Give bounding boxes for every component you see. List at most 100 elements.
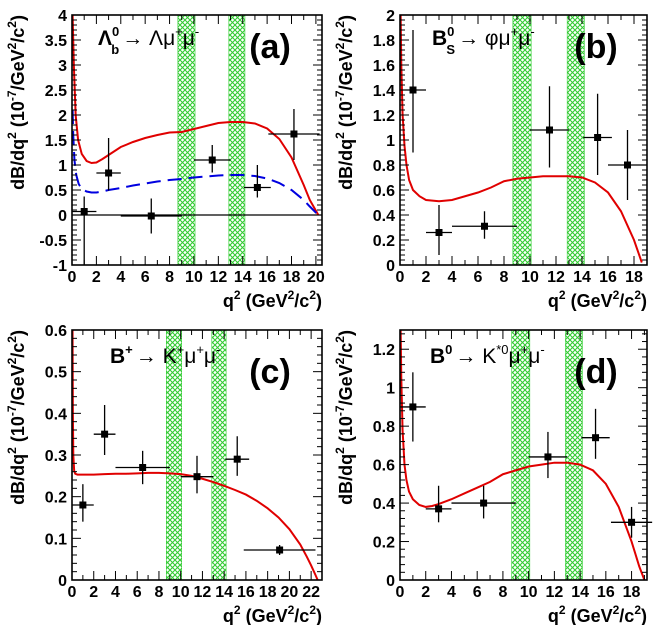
x-tick-label: 14 (215, 584, 233, 601)
label-part: 2 (333, 447, 347, 454)
data-point (243, 165, 271, 198)
y-tick-label: 2 (58, 108, 67, 125)
label-part: (GeV (566, 606, 613, 625)
x-axis-title: q2 (GeV2/c2) (223, 288, 322, 311)
prediction-curve (399, 329, 646, 581)
y-axis-title: dB/dq2 (10-7/GeV2/c2) (5, 15, 28, 190)
data-point (530, 86, 569, 168)
label-part: 2 (634, 288, 641, 302)
x-tick-label: 6 (133, 584, 142, 601)
label-part: B (432, 27, 447, 50)
label-part: (10 (336, 416, 356, 447)
y-tick-label: 0.8 (373, 419, 395, 436)
point-marker (139, 464, 147, 471)
x-tick-label: 16 (237, 584, 255, 601)
x-tick-label: 12 (545, 584, 563, 601)
y-tick-label: 1 (386, 133, 395, 150)
label-part: S (446, 42, 455, 57)
point-marker (624, 161, 631, 169)
x-tick-label: 16 (599, 269, 617, 286)
y-tick-label: -0.5 (39, 233, 67, 250)
y-tick-label: 0.2 (45, 490, 67, 507)
label-part: (10 (336, 101, 356, 132)
point-marker (594, 134, 602, 141)
label-part: B (110, 345, 125, 368)
y-tick-label: 0.3 (45, 448, 67, 465)
data-point (72, 196, 97, 265)
x-tick-label: 10 (185, 269, 203, 286)
point-marker (409, 403, 417, 411)
x-tick-label: 0 (68, 584, 77, 601)
x-axis-title: q2 (GeV2/c2) (548, 603, 647, 625)
data-point (425, 485, 452, 523)
label-part: /GeV (8, 364, 28, 405)
y-axis-title: dB/dq2 (10-7/GeV2/c2) (333, 15, 356, 190)
point-marker (193, 473, 201, 481)
x-tick-label: 0 (396, 584, 405, 601)
label-part: -7 (333, 405, 347, 416)
x-tick-label: 6 (473, 584, 482, 601)
data-point (72, 484, 94, 522)
label-part: b (111, 42, 119, 57)
y-tick-label: 0 (58, 208, 67, 225)
data-point (115, 450, 170, 485)
point-marker (435, 505, 443, 513)
x-tick-label: 20 (280, 584, 298, 601)
x-tick-label: 2 (422, 269, 431, 286)
point-marker (628, 518, 636, 526)
data-point (243, 545, 316, 555)
label-part: ) (336, 330, 356, 336)
label-part: μ (184, 345, 196, 368)
x-tick-label: 16 (258, 269, 276, 286)
label-part: μ (528, 345, 540, 368)
label-part: 2 (333, 336, 347, 343)
data-point (581, 408, 610, 459)
label-part: 2 (613, 603, 620, 617)
label-part: 2 (234, 603, 241, 617)
data-point (268, 109, 320, 160)
panel-c: 0 2 4 6 8 10 12 14 16 18 20 2200.10.20.30.40.50.6(c… (5, 323, 323, 625)
x-tick-label: 0 (68, 269, 77, 286)
x-tick-label: 14 (571, 584, 589, 601)
prediction-curve (399, 14, 643, 263)
point-marker (544, 453, 552, 461)
label-part: /c (336, 343, 356, 358)
label-part: ) (336, 15, 356, 21)
x-tick-label: 4 (448, 269, 457, 286)
label-part: + (511, 24, 519, 39)
panel-a: 0 2 4 6 8 10 12 14 16 18 20-1-0.500.511.522.533.54… (5, 8, 325, 311)
point-marker (80, 208, 88, 215)
x-tick-label: 6 (141, 269, 150, 286)
point-marker (101, 430, 109, 438)
prediction-curve (71, 329, 319, 581)
process-label: B0 S → φμ+μ- (432, 24, 535, 57)
x-tick-label: 8 (498, 584, 507, 601)
point-marker (233, 455, 241, 463)
x-tick-label: 18 (283, 269, 301, 286)
label-part: ) (8, 15, 28, 21)
y-tick-label: 1.2 (373, 342, 395, 359)
label-part: 2 (559, 288, 566, 302)
data-point (400, 372, 426, 442)
label-part: (GeV (241, 606, 288, 625)
label-part: 2 (288, 288, 295, 302)
x-tick-label: 18 (625, 269, 643, 286)
label-part: (GeV (566, 291, 613, 311)
label-part: + (175, 24, 183, 39)
label-part: /c (8, 28, 28, 43)
label-part: ) (8, 330, 28, 336)
label-part: 2 (5, 21, 19, 28)
label-part: 2 (234, 288, 241, 302)
x-tick-label: 6 (474, 269, 483, 286)
label-part: 0 (445, 342, 452, 357)
y-tick-label: 0.4 (373, 496, 395, 513)
label-part: 2 (5, 336, 19, 343)
veto-band (228, 14, 246, 266)
data-point (193, 145, 231, 173)
label-part: -7 (5, 405, 19, 416)
y-tick-label: 0 (386, 258, 395, 275)
y-axis-title: dB/dq2 (10-7/GeV2/c2) (333, 330, 356, 505)
panel-tag: (b) (574, 28, 617, 66)
